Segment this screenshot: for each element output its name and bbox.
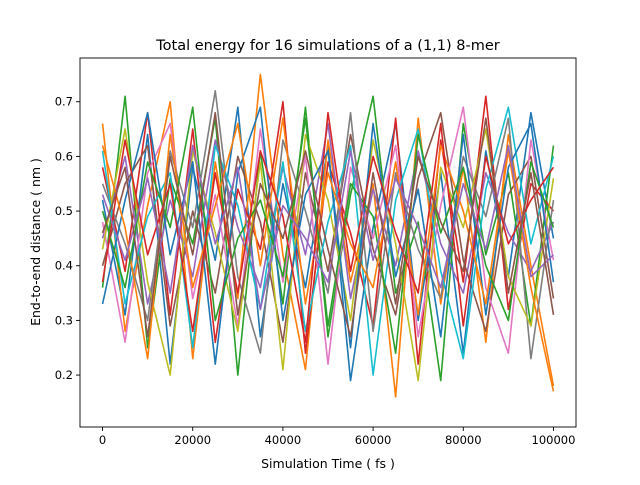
y-tick-label: 0.3	[55, 313, 73, 327]
series-line-11	[101, 106, 555, 365]
x-tick-label: 20000	[174, 433, 211, 447]
x-tick-label: 0	[99, 433, 106, 447]
series-line-14	[101, 111, 555, 344]
x-tick-label: 40000	[265, 433, 302, 447]
chart-title: Total energy for 16 simulations of a (1,…	[155, 38, 500, 54]
y-tick-label: 0.6	[55, 149, 73, 163]
series-line-16	[101, 111, 555, 338]
plot-frame	[79, 57, 577, 428]
x-tick-label: 100000	[532, 433, 576, 447]
x-axis-ticks: 0 20000 40000 60000 80000 100000	[99, 427, 576, 447]
series-line-6	[101, 111, 555, 344]
y-axis-label: End-to-end distance ( nm )	[28, 158, 43, 326]
series-line-4	[101, 95, 555, 365]
y-tick-label: 0.2	[55, 368, 73, 382]
y-tick-label: 0.4	[55, 259, 73, 273]
y-axis-ticks: 0.2 0.3 0.4 0.5 0.6 0.7	[55, 95, 80, 382]
y-tick-label: 0.7	[55, 95, 73, 109]
series-line-8	[101, 90, 555, 360]
x-axis-label: Simulation Time ( fs )	[261, 456, 395, 471]
series-line-15	[101, 144, 555, 311]
series-line-9	[101, 128, 555, 382]
y-tick-label: 0.5	[55, 204, 73, 218]
x-tick-label: 80000	[445, 433, 482, 447]
x-tick-label: 60000	[355, 433, 392, 447]
series-layer	[101, 73, 555, 398]
